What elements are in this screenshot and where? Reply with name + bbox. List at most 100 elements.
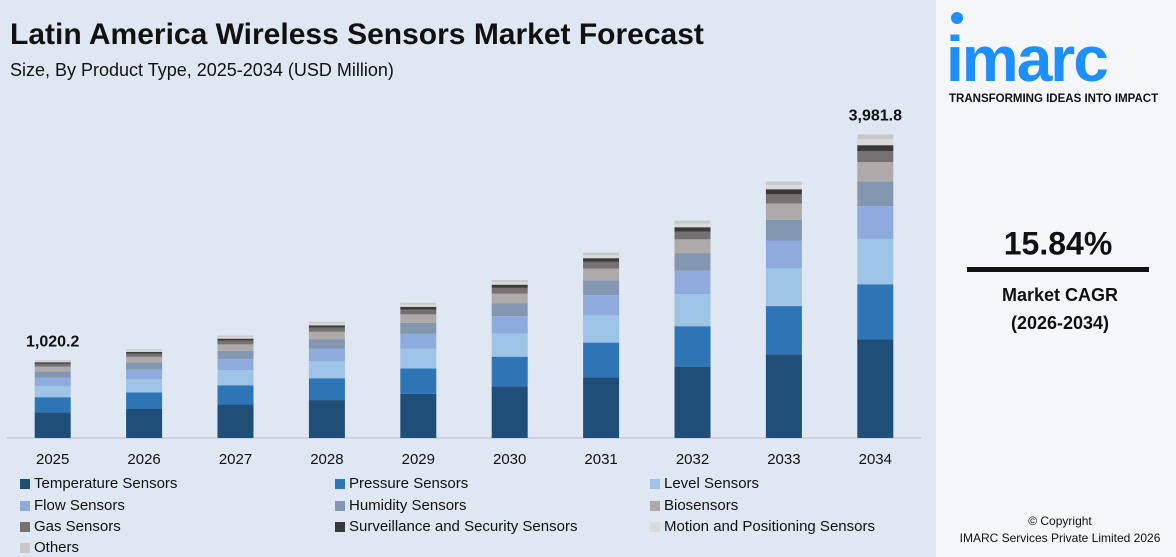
legend-swatch (20, 501, 30, 511)
legend-label: Surveillance and Security Sensors (349, 518, 577, 535)
legend-label: Pressure Sensors (349, 475, 468, 492)
bar-segment (126, 350, 163, 352)
bar-segment (34, 385, 71, 398)
bar-segment (34, 361, 71, 363)
bar-segment (765, 189, 802, 195)
bar-segment (857, 151, 894, 163)
bar-segment (308, 321, 345, 324)
legend-label: Humidity Sensors (349, 497, 467, 514)
legend-swatch (650, 479, 660, 489)
bar-segment (217, 340, 254, 345)
bar-segment (765, 219, 802, 241)
bar-segment (857, 339, 894, 438)
logo-dot (951, 12, 963, 24)
x-tick-label: 2025 (36, 451, 69, 468)
legend-label: Motion and Positioning Sensors (664, 518, 875, 535)
bar-segment (34, 362, 71, 364)
bar-segment (583, 280, 620, 296)
total-label: 1,020.2 (26, 333, 79, 350)
bar-segment (308, 325, 345, 328)
bar-segment (674, 326, 711, 368)
x-tick-label: 2030 (493, 451, 526, 468)
legend-swatch (650, 501, 660, 511)
bar-segment (491, 293, 528, 304)
bar-segment (217, 335, 254, 337)
x-tick-label: 2027 (219, 451, 252, 468)
bar-segment (400, 393, 437, 438)
bar-segment (217, 359, 254, 371)
bar-segment (765, 240, 802, 269)
bar-segment (400, 314, 437, 323)
bar-segment (857, 239, 894, 285)
bar-segment (674, 239, 711, 254)
bar-segment (583, 258, 620, 262)
bar-segment (126, 362, 163, 370)
legend-swatch (20, 479, 30, 489)
bar-segment (674, 270, 711, 295)
bar-segment (308, 348, 345, 362)
bar-segment (857, 145, 894, 152)
bar-segment (765, 306, 802, 355)
bar-segment (857, 162, 894, 182)
bar-segment (34, 363, 71, 367)
bar-segment (308, 339, 345, 349)
bar-segment (765, 268, 802, 307)
bar-segment (583, 295, 620, 316)
bar-segment (217, 336, 254, 339)
legend-swatch (20, 543, 30, 553)
legend-swatch (650, 522, 660, 532)
bar-segment (34, 397, 71, 413)
bar-segment (857, 181, 894, 207)
x-tick-label: 2032 (676, 451, 709, 468)
bar-segment (491, 303, 528, 317)
legend-label: Temperature Sensors (34, 475, 177, 492)
bar-segment (857, 206, 894, 240)
bar-segment (583, 377, 620, 438)
bar-segment (126, 353, 163, 357)
bar-segment (217, 385, 254, 405)
bar-segment (126, 349, 163, 351)
legend-label: Flow Sensors (34, 497, 125, 514)
bar-segment (126, 351, 163, 354)
bar-segment (765, 194, 802, 204)
bar-segment (857, 284, 894, 340)
logo: imarc (946, 23, 1107, 95)
bar-segment (674, 367, 711, 438)
x-tick-label: 2028 (310, 451, 343, 468)
bar-segment (126, 356, 163, 363)
copyright: © Copyright (1028, 514, 1092, 528)
bar-segment (674, 294, 711, 327)
legend-label: Others (34, 539, 79, 556)
company: IMARC Services Private Limited 2026 (960, 531, 1161, 545)
legend-swatch (20, 522, 30, 532)
bar-segment (857, 139, 894, 146)
x-tick-label: 2029 (402, 451, 435, 468)
x-tick-label: 2033 (767, 451, 800, 468)
bar-segment (34, 360, 71, 362)
bar-segment (583, 268, 620, 281)
legend-swatch (335, 501, 345, 511)
legend-swatch (335, 522, 345, 532)
bar-segment (674, 227, 711, 232)
bar-segment (857, 134, 894, 140)
legend-label: Level Sensors (664, 475, 759, 492)
bar-segment (674, 253, 711, 271)
legend-label: Biosensors (664, 497, 738, 514)
bar-segment (491, 284, 528, 288)
bar-segment (308, 331, 345, 340)
bar-segment (217, 344, 254, 351)
tagline: TRANSFORMING IDEAS INTO IMPACT (949, 93, 1158, 105)
bar-segment (308, 361, 345, 379)
bar-segment (583, 261, 620, 269)
bar-segment (126, 409, 163, 438)
cagr-rule (967, 267, 1149, 272)
bar-segment (34, 377, 71, 386)
bar-segment (34, 366, 71, 372)
bar-segment (583, 315, 620, 343)
bar-segment (126, 379, 163, 393)
bar-segment (217, 404, 254, 438)
bar-segment (583, 255, 620, 259)
bar-segment (217, 370, 254, 386)
